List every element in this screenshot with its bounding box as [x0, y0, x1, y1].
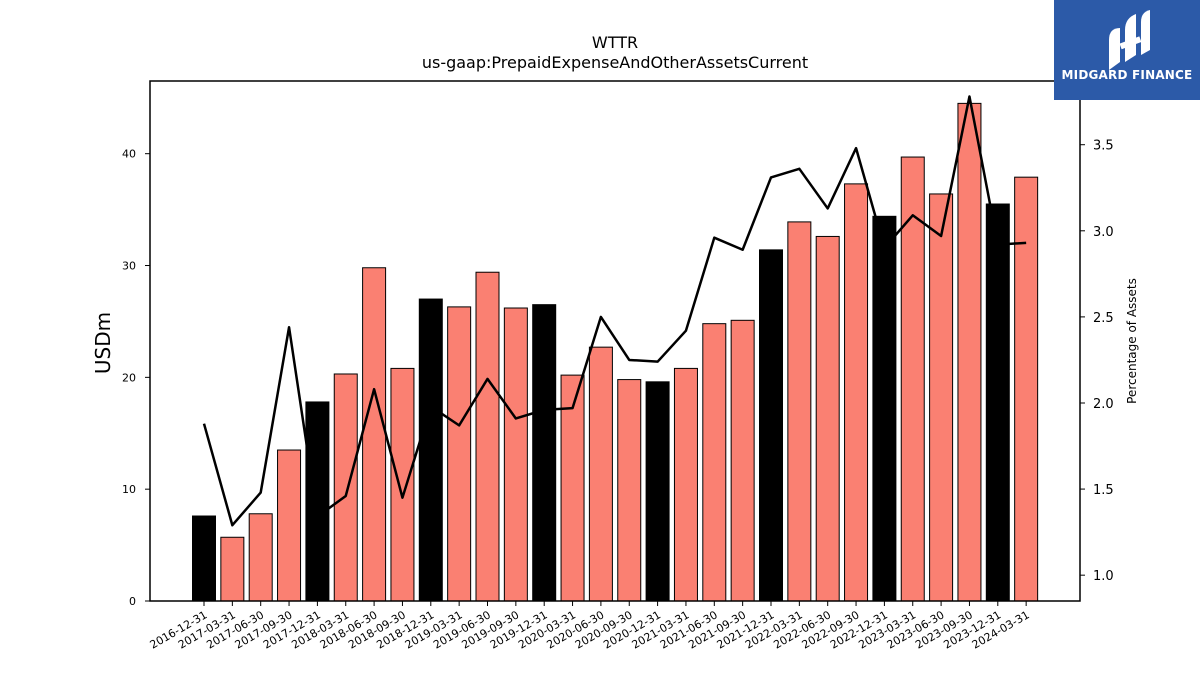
y2-tick-label: 1.0: [1093, 569, 1114, 584]
bar: [617, 379, 642, 602]
bar: [645, 381, 670, 602]
bar: [872, 215, 897, 602]
bar: [475, 271, 500, 602]
y2-tick-label: 3.0: [1093, 225, 1114, 240]
y-axis-label: USDm: [91, 312, 115, 374]
bar: [248, 513, 273, 602]
bar: [362, 267, 387, 602]
bar: [673, 367, 698, 602]
percentage-line: [202, 95, 1027, 527]
bar: [815, 235, 840, 602]
brand-logo: MIDGARD FINANCE: [1054, 0, 1200, 100]
chart-subtitle: us-gaap:PrepaidExpenseAndOtherAssetsCurr…: [422, 53, 808, 72]
bar: [588, 346, 613, 602]
y-tick-label: 10: [122, 483, 136, 496]
bar: [957, 102, 982, 602]
bar: [220, 536, 245, 602]
chart-title: WTTR: [592, 33, 638, 52]
line-series: [202, 95, 1027, 527]
bar: [985, 203, 1010, 602]
y2-axis-label: Percentage of Assets: [1125, 278, 1139, 404]
bar-series: [192, 102, 1039, 602]
y-tick-label: 30: [122, 260, 136, 273]
bar: [305, 401, 330, 602]
bar: [532, 304, 557, 602]
y2-tick-label: 2.0: [1093, 397, 1114, 412]
y2-tick-label: 3.5: [1093, 139, 1114, 154]
y-tick-label: 40: [122, 148, 136, 161]
bar: [702, 323, 727, 602]
y2-tick-label: 2.5: [1093, 311, 1114, 326]
bar: [277, 449, 302, 602]
midgard-logo-icon: [1109, 10, 1150, 70]
plot-frame: [149, 80, 1081, 602]
bar: [503, 307, 528, 602]
bar: [730, 319, 755, 602]
bar: [390, 367, 415, 602]
bar: [759, 249, 783, 602]
bar: [447, 306, 472, 602]
bar: [333, 373, 358, 602]
y2-tick-label: 1.5: [1093, 483, 1114, 498]
bar: [787, 221, 812, 602]
bar: [1014, 176, 1039, 602]
y-tick-label: 20: [122, 371, 136, 384]
brand-logo-text: MIDGARD FINANCE: [1061, 68, 1193, 82]
y-tick-label: 0: [129, 595, 136, 608]
bar: [844, 183, 869, 602]
axes: 0102030401.01.52.02.53.03.52016-12-31201…: [122, 80, 1114, 652]
bar: [418, 298, 443, 602]
bar: [929, 193, 954, 602]
bar: [192, 515, 216, 602]
